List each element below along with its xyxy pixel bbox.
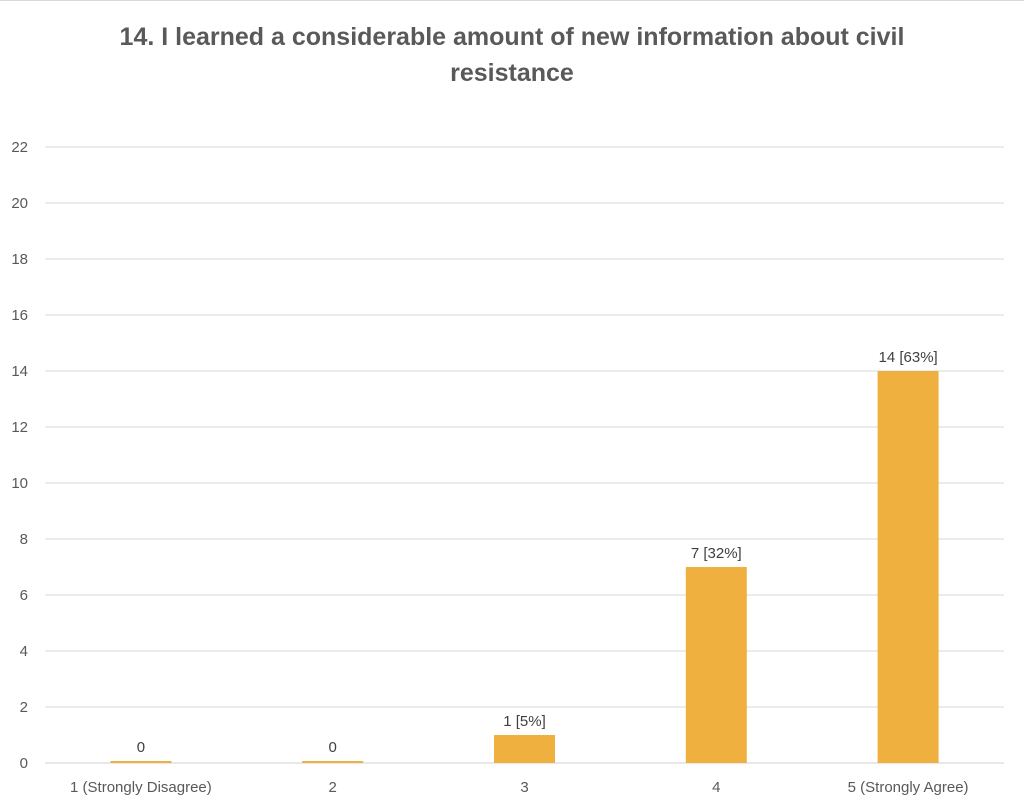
bar bbox=[494, 735, 555, 763]
data-label: 0 bbox=[329, 739, 337, 756]
data-label: 0 bbox=[137, 739, 145, 756]
y-tick-label: 4 bbox=[20, 643, 28, 660]
bar bbox=[877, 371, 939, 763]
y-tick-label: 20 bbox=[11, 195, 28, 212]
y-tick-label: 10 bbox=[11, 475, 28, 492]
chart-title: 14. I learned a considerable amount of n… bbox=[119, 23, 905, 87]
bar bbox=[685, 567, 747, 763]
y-tick-label: 2 bbox=[20, 699, 28, 716]
x-category-label: 5 (Strongly Agree) bbox=[848, 779, 969, 796]
y-tick-label: 22 bbox=[11, 139, 28, 156]
y-tick-label: 6 bbox=[20, 587, 28, 604]
y-tick-label: 16 bbox=[11, 307, 28, 324]
y-tick-label: 8 bbox=[20, 531, 28, 548]
x-category-label: 1 (Strongly Disagree) bbox=[70, 779, 212, 796]
bar bbox=[302, 761, 364, 763]
y-tick-label: 14 bbox=[11, 363, 28, 380]
data-label: 7 [32%] bbox=[691, 545, 742, 562]
x-category-label: 2 bbox=[329, 779, 337, 796]
data-label: 14 [63%] bbox=[878, 349, 937, 366]
y-tick-label: 18 bbox=[11, 251, 28, 268]
y-tick-label: 0 bbox=[20, 755, 28, 772]
bar bbox=[110, 761, 172, 763]
x-category-label: 3 bbox=[520, 779, 528, 796]
data-label: 1 [5%] bbox=[503, 713, 546, 730]
y-tick-label: 12 bbox=[11, 419, 28, 436]
x-category-label: 4 bbox=[712, 779, 720, 796]
